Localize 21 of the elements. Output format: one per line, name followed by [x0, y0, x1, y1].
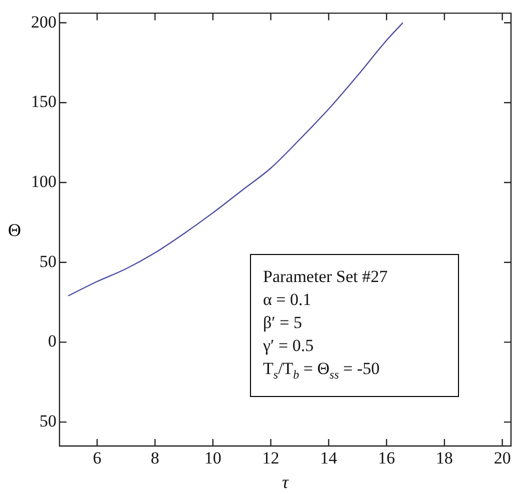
- y-tick-label: 0: [48, 332, 56, 351]
- y-tick-label: 50: [40, 252, 56, 271]
- x-tick-label: 14: [320, 448, 338, 468]
- x-tick-label: 10: [204, 448, 222, 468]
- annotation: β′ = 5: [263, 312, 303, 334]
- x-tick-label: 20: [494, 448, 511, 468]
- y-tick-label: 150: [31, 92, 56, 112]
- y-tick-label: 50: [40, 412, 56, 431]
- y-tick-label: 100: [31, 172, 56, 191]
- x-tick-label: 18: [436, 448, 453, 468]
- x-tick-label: 12: [262, 448, 280, 468]
- annotation: T$_{s}$/T$_{b}$ = Θ$_{ss}$ = -50: [263, 358, 381, 384]
- x-tick-label: 16: [378, 448, 396, 468]
- y-tick-label: 200: [31, 12, 56, 32]
- x-tick-label: 6: [92, 448, 102, 468]
- x-axis-title: τ: [282, 472, 290, 492]
- annotation: α = 0.1: [263, 289, 312, 311]
- x-tick-label: 8: [150, 448, 160, 468]
- annotation: γ′ = 0.5: [263, 335, 315, 357]
- y-axis-title: Θ: [8, 220, 21, 241]
- annotation: Parameter Set #27: [263, 266, 389, 288]
